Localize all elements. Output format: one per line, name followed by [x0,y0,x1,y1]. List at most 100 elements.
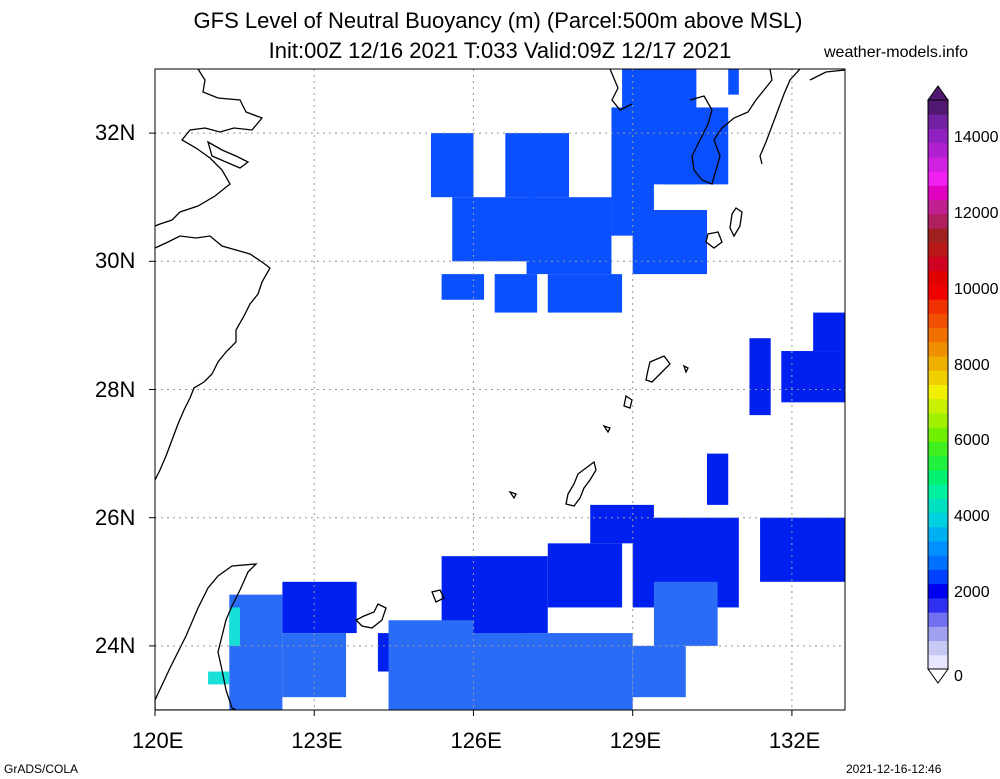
colorbar-segment [928,270,948,286]
colorbar-label: 0 [954,668,963,685]
field-cell-blue [441,556,548,634]
island-yakushima [705,231,723,249]
colorbar-label: 14000 [954,128,999,146]
lon-tick-label: 132E [768,728,821,753]
colorbar-segment [928,612,948,627]
island-tanegashima [729,207,743,238]
field-cell-deep-blue [505,133,569,198]
colorbar-segment [928,327,948,343]
colorbar-segment [928,370,948,385]
lon-tick-label: 120E [132,728,184,753]
field-cell-blue [781,351,845,403]
field-cell-blue [707,453,729,505]
colorbar-segment [928,441,948,457]
colorbar-segment [928,484,948,499]
colorbar-segment [928,427,948,442]
coastline-taiwan [155,563,258,710]
colorbar-segment [928,498,948,514]
colorbar-segment [928,284,948,300]
island-miyako [431,589,445,603]
colorbar-segment [928,341,948,357]
gridlines [155,69,845,710]
colorbar-segment [928,569,948,585]
coastline-kyushu [689,69,773,185]
colorbar-segment [928,555,948,570]
colorbar-segment [928,384,948,400]
colorbar-segment [928,171,948,186]
field-cell-cyan [229,607,240,646]
colorbar-label: 12000 [954,204,999,222]
colorbar-segment [928,128,948,144]
colorbar-segment [928,142,948,158]
colorbar-min-arrow [927,668,949,684]
colorbar-segment [928,540,948,556]
field-cell-mid-blue [653,581,718,646]
lat-tick-label: 32N [95,120,136,146]
colorbar-label: 8000 [954,356,990,374]
colorbar-segment [928,156,948,172]
colorbar-segment [928,256,948,272]
field-cell-deep-blue [441,274,485,300]
colorbar-segment [928,455,948,471]
chart-subtitle: Init:00Z 12/16 2021 T:033 Valid:09Z 12/1… [268,38,732,63]
field-cell-mid-blue [388,620,474,710]
colorbar-label: 10000 [954,280,999,298]
field-cell-deep-blue [526,197,612,275]
lat-tick-label: 26N [95,504,136,530]
lat-tick-label: 24N [95,632,136,658]
lon-tick-label: 123E [291,728,343,753]
island-small-1 [508,490,517,500]
credit-text: weather-models.info [824,44,969,61]
island-tokunoshima [623,394,633,409]
colorbar-segment [928,228,948,243]
colorbar-segment [928,597,948,613]
field-cell-blue [547,543,623,608]
colorbar-segment [928,242,948,257]
field-cell-blue [282,581,357,634]
island-amami [645,355,671,383]
lon-tick-label: 126E [450,728,502,753]
field-cell-deep-blue [728,69,739,95]
coastline-japan-east [759,69,801,165]
field-cell-blue [760,517,845,582]
field-cell-cyan [208,671,230,685]
colorbar-segment [928,114,948,129]
field-cell-deep-blue [494,274,538,313]
footer-left: GrADS/COLA [4,762,79,776]
buoyancy-field [208,69,845,710]
field-cell-deep-blue [547,274,623,313]
field-cell-deep-blue [431,133,474,198]
colorbar-segment [928,100,948,115]
field-cell-blue [813,312,845,352]
coastline-china-south [155,235,271,481]
lat-tick-label: 30N [95,248,136,274]
colorbar-segment [928,313,948,329]
island-small-2 [602,424,611,434]
colorbar-segment [928,654,948,670]
colorbar-segment [928,626,948,642]
colorbar-label: 6000 [954,432,990,450]
colorbar-segment [928,640,948,656]
colorbar-segment [928,526,948,542]
colorbar [927,85,949,684]
island-small-3 [682,364,689,374]
colorbar-label: 4000 [954,508,990,526]
chart-title: GFS Level of Neutral Buoyancy (m) (Parce… [193,8,803,33]
colorbar-segment [928,583,948,599]
field-cell-blue [749,338,771,416]
field-cell-deep-blue [632,210,707,275]
coastlines [155,69,845,710]
field-cell-mid-blue [632,645,686,698]
axis-ticks [149,132,793,716]
footer-right: 2021-12-16-12:46 [846,762,942,776]
colorbar-segment [928,512,948,528]
colorbar-max-arrow [927,85,949,101]
colorbar-label: 2000 [954,584,990,602]
field-cell-mid-blue [473,633,633,710]
colorbar-segment [928,199,948,215]
coastline-china [155,69,264,227]
field-cell-blue [590,504,654,544]
colorbar-frame [927,99,949,670]
coastline-yangtze [206,140,250,169]
